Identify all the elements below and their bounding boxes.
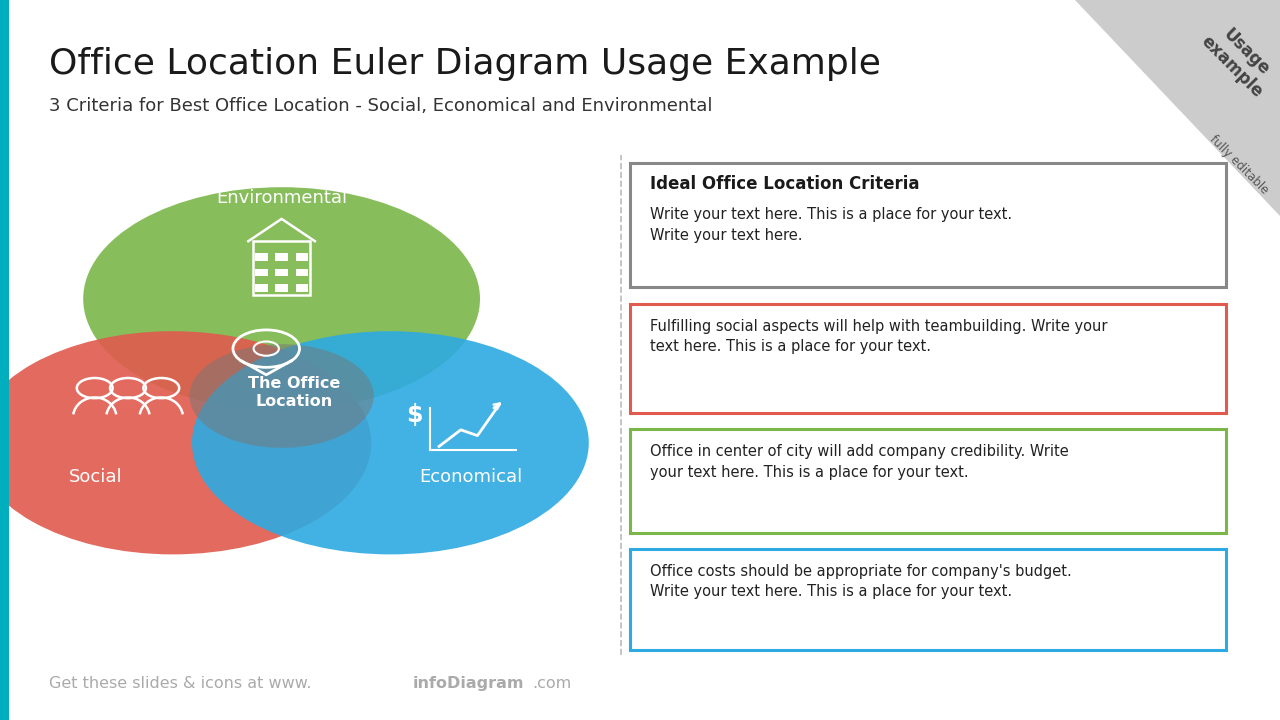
Circle shape (83, 187, 480, 410)
FancyBboxPatch shape (630, 549, 1226, 650)
Circle shape (0, 331, 371, 554)
Bar (275, 284, 288, 292)
Bar (296, 284, 308, 292)
Text: 3 Criteria for Best Office Location - Social, Economical and Environmental: 3 Criteria for Best Office Location - So… (49, 97, 712, 115)
Bar (296, 269, 308, 276)
Bar (296, 253, 308, 261)
Text: Office Location Euler Diagram Usage Example: Office Location Euler Diagram Usage Exam… (49, 47, 881, 81)
FancyBboxPatch shape (630, 163, 1226, 287)
FancyBboxPatch shape (630, 429, 1226, 533)
Text: Ideal Office Location Criteria: Ideal Office Location Criteria (650, 175, 920, 193)
Text: Social: Social (69, 468, 123, 485)
Bar (275, 269, 288, 276)
Bar (255, 253, 268, 261)
Text: .com: .com (532, 676, 572, 691)
Circle shape (189, 344, 374, 448)
FancyBboxPatch shape (630, 304, 1226, 413)
Text: Usage
example: Usage example (1197, 18, 1280, 102)
Text: Environmental: Environmental (216, 189, 347, 207)
Bar (0, 0, 9, 720)
Text: $: $ (407, 403, 422, 428)
Circle shape (192, 331, 589, 554)
Text: fully editable: fully editable (1207, 133, 1271, 197)
Text: Office costs should be appropriate for company's budget.
Write your text here. T: Office costs should be appropriate for c… (650, 564, 1071, 599)
Text: Fulfilling social aspects will help with teambuilding. Write your
text here. Thi: Fulfilling social aspects will help with… (650, 319, 1107, 354)
Text: Office in center of city will add company credibility. Write
your text here. Thi: Office in center of city will add compan… (650, 444, 1069, 480)
Text: Economical: Economical (420, 468, 522, 485)
Bar (275, 253, 288, 261)
Text: Get these slides & icons at www.: Get these slides & icons at www. (49, 676, 311, 691)
Text: infoDiagram: infoDiagram (412, 676, 524, 691)
Text: Write your text here. This is a place for your text.
Write your text here.: Write your text here. This is a place fo… (650, 207, 1012, 243)
Polygon shape (1075, 0, 1280, 216)
Bar (255, 284, 268, 292)
Text: The Office
Location: The Office Location (248, 376, 340, 409)
Bar (255, 269, 268, 276)
